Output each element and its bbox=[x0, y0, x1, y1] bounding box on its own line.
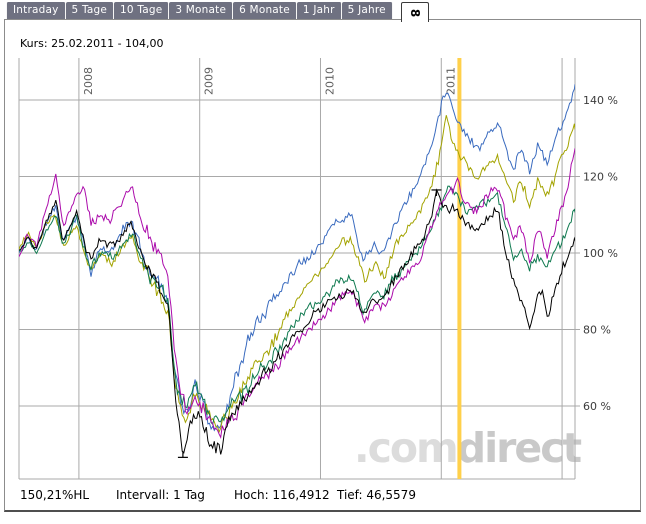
tab-5-jahre[interactable]: 5 Jahre bbox=[341, 2, 393, 19]
period-tab-bar: Intraday 5 Tage 10 Tage 3 Monate 6 Monate 1 J… bbox=[6, 2, 429, 22]
tab-6-monate[interactable]: 6 Monate bbox=[233, 2, 297, 19]
high-readout: Hoch: 116,4912 bbox=[234, 488, 330, 502]
tab-10-tage[interactable]: 10 Tage bbox=[114, 2, 170, 19]
tab-3-monate[interactable]: 3 Monate bbox=[169, 2, 234, 19]
tab-max-infinity[interactable]: 8 bbox=[400, 2, 429, 22]
tab-intraday[interactable]: Intraday bbox=[6, 2, 66, 19]
tab-1-jahr[interactable]: 1 Jahr bbox=[296, 2, 342, 19]
quote-readout: Kurs: 25.02.2011 - 104,00 bbox=[20, 37, 164, 50]
tab-5-tage[interactable]: 5 Tage bbox=[65, 2, 115, 19]
change-percent-readout: 150,21%HL bbox=[20, 488, 90, 502]
low-readout: Tief: 46,5579 bbox=[337, 488, 416, 502]
widget-window bbox=[4, 19, 641, 512]
interval-readout: Intervall: 1 Tag bbox=[116, 488, 205, 502]
infinity-8-label: 8 bbox=[407, 8, 422, 17]
